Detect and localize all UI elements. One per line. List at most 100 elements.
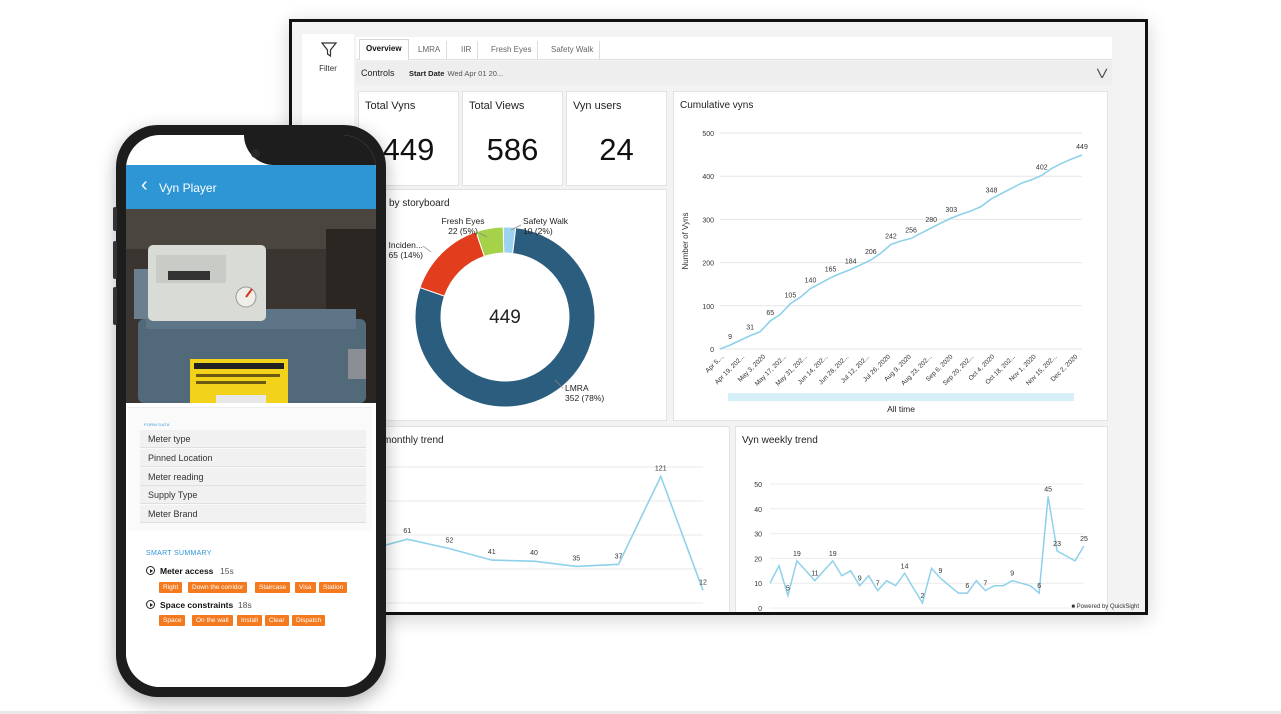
smart-summary-caption: SMART SUMMARY xyxy=(146,550,212,557)
tag-chip[interactable]: Install xyxy=(237,615,262,626)
filter-label: Filter xyxy=(319,64,337,73)
field-meter-brand[interactable]: Meter Brand xyxy=(140,505,366,523)
data-label: 348 xyxy=(986,188,998,195)
data-label: 25 xyxy=(1080,536,1088,543)
kpi-title: Total Views xyxy=(469,100,525,112)
data-label: 19 xyxy=(793,551,801,558)
data-label: 52 xyxy=(446,538,454,545)
slice-label-safety-walk: 10 (2%) xyxy=(523,226,553,236)
slice-label-lmra: 352 (78%) xyxy=(565,393,604,403)
data-label: 9 xyxy=(728,334,732,341)
tag-chip[interactable]: Staircase xyxy=(255,582,291,593)
tab-lmra[interactable]: LMRA xyxy=(412,41,448,59)
filter-icon[interactable] xyxy=(321,42,337,58)
sheet-tabs: Overview LMRA IIR Fresh Eyes Safety Walk xyxy=(356,37,1112,60)
data-label: 165 xyxy=(825,267,837,274)
smart-summary-panel: SMART SUMMARY Meter access 15s Right Dow… xyxy=(128,533,372,643)
gas-meter-image xyxy=(126,209,376,403)
weekly-trend-card: Vyn weekly trend 0 10 20 30 40 50 5 19 11 19 9 7 14 2… xyxy=(735,426,1108,613)
donut-center-total: 449 xyxy=(489,307,521,328)
app-bar: ‹ Vyn Player xyxy=(126,165,376,209)
tag-chip[interactable]: Right xyxy=(159,582,183,593)
tag-chip[interactable]: Clear xyxy=(265,615,289,626)
data-label: 6 xyxy=(965,583,969,590)
slice-label-fresh-eyes: 22 (5%) xyxy=(448,226,478,236)
data-label: 140 xyxy=(805,278,817,285)
data-label: 41 xyxy=(488,549,496,556)
data-label: 65 xyxy=(766,310,774,317)
play-icon[interactable] xyxy=(146,600,155,609)
donut-title: by storyboard xyxy=(389,198,450,209)
y-tick-label: 20 xyxy=(754,556,762,563)
tag-chip[interactable]: Dispatch xyxy=(292,615,326,626)
y-tick-label: 40 xyxy=(754,507,762,514)
monthly-line xyxy=(364,474,704,591)
field-meter-reading[interactable]: Meter reading xyxy=(140,468,366,486)
data-label: 303 xyxy=(945,207,957,214)
kpi-title: Total Vyns xyxy=(365,100,416,112)
tab-safety-walk[interactable]: Safety Walk xyxy=(545,41,601,59)
tag-chip[interactable]: Station xyxy=(319,582,348,593)
start-date-label: Start Date xyxy=(409,69,445,78)
phone-side-button xyxy=(113,241,117,279)
controls-label: Controls xyxy=(361,68,395,78)
tag-chip[interactable]: On the wall xyxy=(192,615,233,626)
cumulative-title: Cumulative vyns xyxy=(680,100,754,111)
controls-bar[interactable]: Controls Start Date Wed Apr 01 20... ⋁ xyxy=(356,61,1112,85)
phone-device: ‹ Vyn Player xyxy=(113,125,386,697)
cumulative-vyns-chart: 0 100 200 300 400 500 Number of Vyns 9 31 65 105 14… xyxy=(681,131,1088,414)
segment-duration: 18s xyxy=(238,600,252,610)
segment-name[interactable]: Meter access xyxy=(160,566,214,576)
data-label: 256 xyxy=(905,227,917,234)
leader-line xyxy=(510,224,522,231)
data-label: 2 xyxy=(921,593,925,600)
field-pinned-location[interactable]: Pinned Location xyxy=(140,449,366,467)
phone-screen: ‹ Vyn Player xyxy=(126,135,376,687)
weekly-trend-chart: 0 10 20 30 40 50 5 19 11 19 9 7 14 2 9 6 7 9 6 45 23 25 xyxy=(754,482,1088,613)
data-label: 9 xyxy=(1010,571,1014,578)
cumulative-line xyxy=(719,154,1083,350)
data-label: 5 xyxy=(786,586,790,593)
phone-side-button xyxy=(113,207,117,231)
kpi-total-views: Total Views 586 xyxy=(462,91,563,186)
field-meter-type[interactable]: Meter type xyxy=(140,430,366,448)
cumulative-vyns-card: Cumulative vyns 0 100 200 300 400 500 Number o… xyxy=(673,91,1108,421)
segment-name[interactable]: Space constraints xyxy=(160,600,234,610)
collapse-controls-icon[interactable]: ⋁ xyxy=(1096,68,1108,79)
y-tick-label: 10 xyxy=(754,581,762,588)
data-label: 40 xyxy=(530,550,538,557)
start-date-value: Wed Apr 01 20... xyxy=(447,69,504,78)
tab-fresh-eyes[interactable]: Fresh Eyes xyxy=(485,41,539,59)
y-tick-label: 0 xyxy=(758,606,762,613)
tag-chip[interactable]: Down the corridor xyxy=(188,582,248,593)
data-label: 45 xyxy=(1044,486,1052,493)
slice-label-safety-walk: Safety Walk xyxy=(523,216,569,226)
leader-line xyxy=(478,232,488,238)
dashboard-window: Filter Overview LMRA IIR Fresh Eyes Safe… xyxy=(289,19,1148,615)
tab-overview[interactable]: Overview xyxy=(359,39,409,60)
gas-meter-photo[interactable] xyxy=(126,209,376,403)
data-label: 19 xyxy=(829,551,837,558)
tag-chip[interactable]: Visa xyxy=(295,582,316,593)
data-label: 23 xyxy=(1053,541,1061,548)
data-label: 12 xyxy=(699,579,707,586)
data-label: 206 xyxy=(865,249,877,256)
y-tick-label: 400 xyxy=(702,174,714,181)
start-date-control[interactable]: Start Date Wed Apr 01 20... xyxy=(409,69,503,78)
data-label: 7 xyxy=(983,581,987,588)
data-label: 402 xyxy=(1036,164,1048,171)
segment-duration: 15s xyxy=(220,566,234,576)
play-icon[interactable] xyxy=(146,566,155,575)
donut-slice xyxy=(419,231,486,297)
camera-icon xyxy=(251,149,260,158)
field-supply-type[interactable]: Supply Type xyxy=(140,486,366,504)
tab-iir[interactable]: IIR xyxy=(455,41,479,59)
data-label: 61 xyxy=(403,528,411,535)
data-label: 31 xyxy=(746,325,754,332)
tag-chip[interactable]: Space xyxy=(159,615,186,626)
data-label: 6 xyxy=(1037,583,1041,590)
data-label: 184 xyxy=(845,259,857,266)
back-chevron-icon[interactable]: ‹ xyxy=(141,174,148,196)
monthly-trend-card: monthly trend 5061524140353712112 xyxy=(358,426,730,612)
y-tick-label: 300 xyxy=(702,217,714,224)
